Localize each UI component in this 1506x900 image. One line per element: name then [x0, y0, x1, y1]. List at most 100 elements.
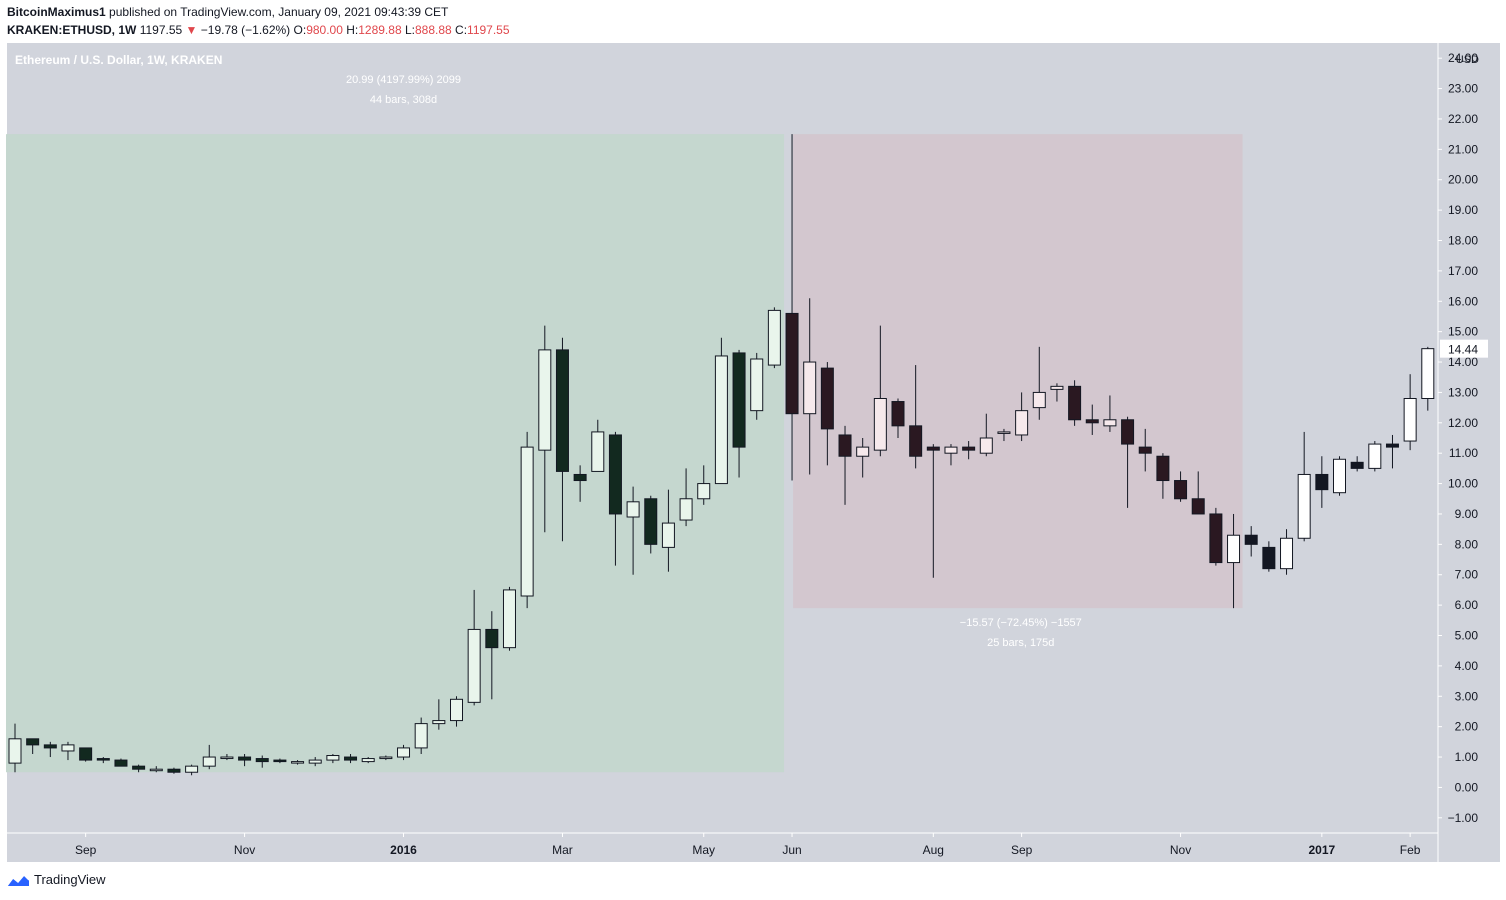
candle[interactable]	[96, 757, 110, 764]
candle[interactable]	[856, 438, 870, 478]
candle-body	[96, 758, 110, 761]
candle[interactable]	[167, 767, 181, 774]
candle[interactable]	[344, 754, 358, 764]
candle[interactable]	[944, 444, 958, 466]
candle-body	[962, 446, 976, 451]
candle[interactable]	[432, 699, 446, 730]
candle-body	[1403, 398, 1417, 442]
candle[interactable]	[555, 337, 569, 542]
measure-red-change: −15.57 (−72.45%) −1557	[960, 617, 1082, 629]
candle[interactable]	[803, 298, 817, 475]
candle[interactable]	[43, 741, 57, 758]
price-tick-label: 8.00	[1455, 537, 1479, 551]
candle[interactable]	[608, 431, 622, 566]
candle[interactable]	[873, 325, 887, 457]
candle[interactable]	[891, 398, 905, 439]
candle[interactable]	[132, 764, 146, 773]
candle[interactable]	[962, 441, 976, 460]
candle[interactable]	[750, 352, 764, 420]
candle[interactable]	[397, 744, 411, 761]
candle[interactable]	[467, 589, 481, 706]
candle[interactable]	[997, 428, 1011, 442]
candle[interactable]	[1403, 374, 1417, 451]
candle[interactable]	[1333, 456, 1346, 496]
candle[interactable]	[202, 744, 216, 770]
candle[interactable]	[1138, 428, 1152, 472]
measure-zone-green[interactable]	[6, 134, 785, 773]
candle[interactable]	[185, 764, 199, 776]
candle[interactable]	[1421, 346, 1435, 411]
candle-body	[344, 756, 358, 761]
author-name[interactable]: BitcoinMaximus1	[7, 5, 106, 19]
tradingview-footer[interactable]: TradingView	[6, 872, 106, 887]
candle[interactable]	[838, 425, 852, 505]
candle[interactable]	[679, 468, 693, 527]
candle[interactable]	[1103, 395, 1117, 432]
candle[interactable]	[785, 134, 799, 481]
candle[interactable]	[820, 362, 834, 466]
candle[interactable]	[732, 349, 746, 478]
candle[interactable]	[909, 365, 923, 469]
measure-zone-red[interactable]	[793, 134, 1243, 609]
candle[interactable]	[26, 738, 40, 754]
candle[interactable]	[8, 723, 22, 773]
candle[interactable]	[626, 486, 640, 575]
candle[interactable]	[644, 495, 658, 554]
candle-body	[1262, 546, 1276, 570]
candle[interactable]	[273, 758, 287, 764]
candle[interactable]	[1085, 404, 1099, 435]
candle[interactable]	[1191, 471, 1205, 515]
candle[interactable]	[591, 419, 605, 472]
candle[interactable]	[379, 755, 393, 761]
price-axis-background[interactable]	[1438, 43, 1500, 862]
candle[interactable]	[714, 337, 728, 485]
candle[interactable]	[1015, 392, 1029, 442]
candle[interactable]	[1297, 431, 1311, 542]
candle[interactable]	[1244, 526, 1258, 557]
candle[interactable]	[697, 465, 711, 505]
candle[interactable]	[291, 760, 305, 765]
price-chart[interactable]: −1.00 0.00 1.00 2.00 3.00 4.00 5.00 6.00 7.00 8.0…	[0, 0, 1506, 870]
candle[interactable]	[485, 611, 499, 700]
candle[interactable]	[1174, 471, 1188, 502]
candle[interactable]	[1121, 416, 1135, 508]
candle[interactable]	[255, 755, 269, 768]
candle[interactable]	[767, 307, 781, 369]
candle[interactable]	[926, 444, 940, 578]
candle[interactable]	[79, 747, 93, 762]
candle[interactable]	[1350, 456, 1364, 472]
candle[interactable]	[450, 696, 463, 727]
high-value: 1289.88	[358, 23, 402, 37]
candle[interactable]	[149, 766, 163, 773]
candle[interactable]	[1209, 507, 1223, 566]
low-label: L:	[404, 23, 415, 37]
candle[interactable]	[114, 758, 128, 767]
candle[interactable]	[979, 413, 993, 457]
candle[interactable]	[326, 754, 340, 764]
time-axis-background[interactable]	[7, 833, 1438, 862]
candle[interactable]	[1156, 453, 1170, 499]
candle[interactable]	[1315, 456, 1329, 508]
candle[interactable]	[502, 586, 516, 651]
candle[interactable]	[220, 754, 234, 761]
candle[interactable]	[1050, 383, 1064, 402]
candle[interactable]	[1262, 541, 1276, 572]
close-label: C:	[455, 23, 468, 37]
candle[interactable]	[1368, 441, 1382, 472]
candle[interactable]	[661, 489, 675, 572]
candle[interactable]	[61, 741, 75, 761]
candle[interactable]	[1032, 346, 1046, 420]
candle[interactable]	[1280, 529, 1294, 575]
candle[interactable]	[1068, 380, 1082, 426]
candle[interactable]	[414, 717, 428, 754]
candle[interactable]	[573, 465, 587, 502]
candle[interactable]	[308, 757, 322, 767]
candle[interactable]	[1385, 434, 1399, 469]
candle[interactable]	[538, 325, 552, 533]
candle[interactable]	[238, 754, 252, 767]
candle[interactable]	[1227, 513, 1241, 609]
candle[interactable]	[361, 757, 375, 764]
candle[interactable]	[520, 431, 534, 609]
time-tick-label: May	[692, 843, 715, 857]
candle-body	[1280, 537, 1294, 570]
